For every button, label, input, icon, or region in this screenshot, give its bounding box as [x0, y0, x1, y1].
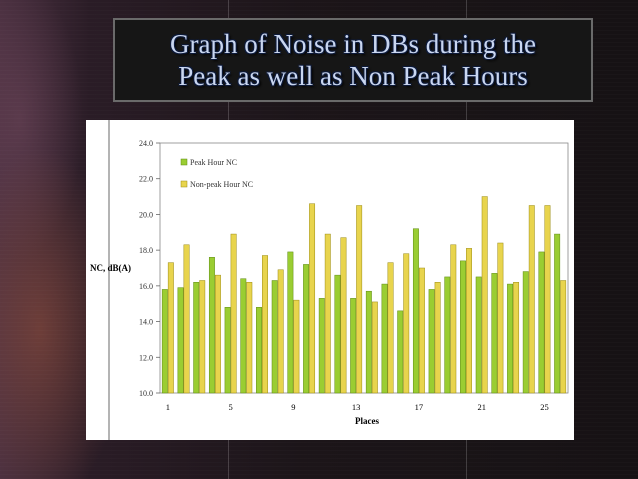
- x-tick-label: 21: [477, 402, 486, 412]
- bar-peak-hour: [460, 260, 466, 394]
- bar-peak-hour: [287, 251, 294, 394]
- bar-peak-hour: [397, 310, 404, 394]
- bar-non-peak-hour: [387, 262, 394, 394]
- x-tick-label: 1: [166, 402, 170, 412]
- bar-non-peak-hour: [199, 280, 206, 394]
- plot-frame: [159, 142, 569, 394]
- y-tick-label: 18.0: [139, 246, 153, 255]
- bar-non-peak-hour: [214, 274, 221, 394]
- bar-non-peak-hour: [324, 233, 331, 394]
- bar-non-peak-hour: [497, 242, 504, 394]
- bar-non-peak-hour: [183, 244, 190, 394]
- bar-peak-hour: [161, 289, 168, 394]
- x-axis-label: Places: [355, 416, 379, 426]
- bar-peak-hour: [381, 283, 388, 394]
- bar-peak-hour: [224, 307, 231, 394]
- legend-label: Non-peak Hour NC: [190, 180, 253, 189]
- x-tick-label: 13: [352, 402, 361, 412]
- bar-non-peak-hour: [466, 248, 472, 394]
- bar-peak-hour: [475, 276, 482, 394]
- bar-non-peak-hour: [560, 280, 567, 394]
- bar-non-peak-hour: [371, 301, 378, 394]
- legend-label: Peak Hour NC: [190, 158, 237, 167]
- bar-peak-hour: [208, 257, 215, 394]
- bar-non-peak-hour: [544, 205, 551, 394]
- y-tick-label: 20.0: [139, 210, 153, 219]
- x-tick-label: 9: [291, 402, 295, 412]
- slide-title-box: Graph of Noise in DBs during the Peak as…: [113, 18, 593, 102]
- bar-non-peak-hour: [403, 253, 410, 394]
- y-tick-label: 10.0: [139, 389, 153, 398]
- x-tick-label: 25: [540, 402, 549, 412]
- y-tick-label: 12.0: [139, 353, 153, 362]
- bar-peak-hour: [334, 274, 341, 394]
- bar-non-peak-hour: [481, 196, 488, 394]
- bar-peak-hour: [177, 287, 184, 394]
- bar-peak-hour: [350, 298, 357, 394]
- x-tick-label: 5: [228, 402, 232, 412]
- bar-peak-hour: [303, 264, 310, 394]
- bar-peak-hour: [522, 271, 529, 394]
- bar-non-peak-hour: [340, 237, 347, 394]
- bar-peak-hour: [365, 290, 372, 394]
- x-tick-label: 17: [415, 402, 424, 412]
- bar-peak-hour: [538, 251, 545, 394]
- bar-non-peak-hour: [418, 267, 425, 394]
- legend-swatch: [180, 158, 188, 166]
- bar-non-peak-hour: [293, 299, 300, 394]
- bar-peak-hour: [428, 289, 435, 394]
- bar-non-peak-hour: [167, 262, 174, 394]
- bar-non-peak-hour: [513, 282, 520, 394]
- y-tick-label: 14.0: [139, 318, 153, 327]
- bar-peak-hour: [554, 233, 561, 394]
- bar-peak-hour: [256, 307, 262, 394]
- bar-non-peak-hour: [309, 203, 316, 394]
- bar-peak-hour: [444, 276, 451, 394]
- bar-non-peak-hour: [277, 269, 284, 394]
- chart-panel: 10.0 12.0 14.0 16.0 18.0 20.0 22.0 24.0 1 5 9 13 17 2…: [86, 120, 574, 440]
- bar-peak-hour: [507, 283, 514, 394]
- bar-peak-hour: [412, 228, 419, 394]
- bar-peak-hour: [240, 278, 247, 394]
- bar-non-peak-hour: [450, 244, 457, 394]
- bar-non-peak-hour: [356, 205, 363, 394]
- legend-swatch: [180, 180, 188, 188]
- bar-peak-hour: [318, 298, 325, 394]
- bar-non-peak-hour: [230, 233, 237, 394]
- y-tick-label: 22.0: [139, 175, 153, 184]
- y-tick-label: 24.0: [139, 139, 153, 148]
- bar-non-peak-hour: [528, 205, 535, 394]
- slide-title-line-1: Graph of Noise in DBs during the: [170, 29, 536, 59]
- bar-non-peak-hour: [434, 282, 441, 394]
- y-axis-label: NC, dB(A): [90, 263, 131, 273]
- bar-non-peak-hour: [262, 255, 268, 394]
- bar-peak-hour: [193, 282, 200, 394]
- bar-chart: 10.0 12.0 14.0 16.0 18.0 20.0 22.0 24.0 1 5 9 13 17 2…: [90, 120, 569, 440]
- bar-peak-hour: [491, 273, 498, 394]
- bar-peak-hour: [271, 280, 278, 394]
- y-tick-label: 16.0: [139, 282, 153, 291]
- slide-title-line-2: Peak as well as Non Peak Hours: [178, 61, 528, 91]
- bar-non-peak-hour: [246, 282, 253, 394]
